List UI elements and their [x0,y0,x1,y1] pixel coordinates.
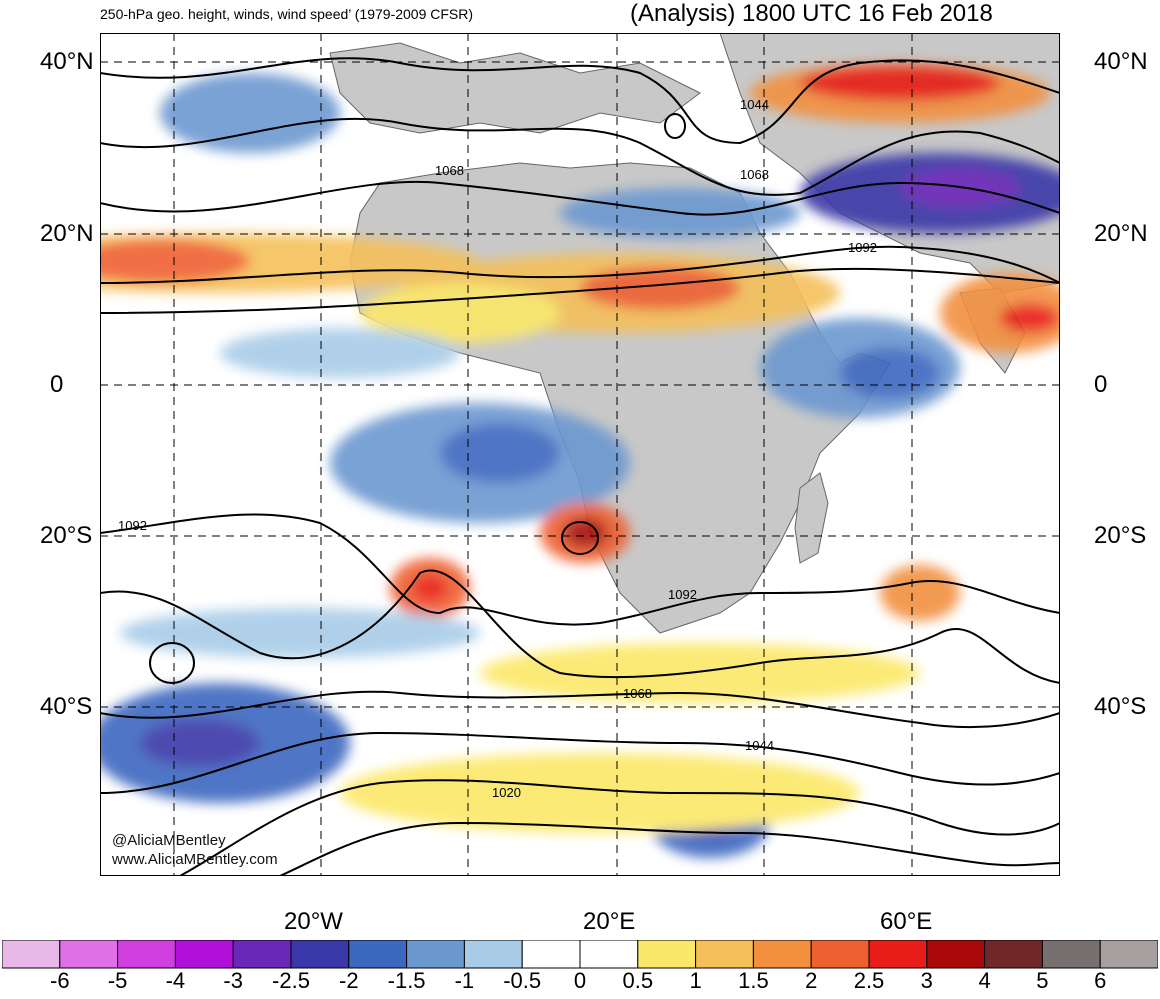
lat-label-40s-left: 40°S [40,693,93,720]
lat-label-40s-right: 40°S [1094,693,1147,720]
colorbar-swatch [1099,940,1158,969]
colorbar-label: 2.5 [853,968,885,993]
colorbar-label: 5 [1036,968,1049,993]
credit-handle: @AliciaMBentley [112,832,226,849]
colorbar-swatch [463,940,523,969]
colorbar-swatch [1041,940,1101,969]
lat-label-20n-left: 20°N [40,220,94,247]
colorbar-swatch [868,940,928,969]
credit-site: www.AliciaMBentley.com [112,851,278,868]
colorbar [2,940,1158,969]
lat-label-40n-right: 40°N [1094,48,1148,75]
lat-lon-grid [100,33,1060,876]
map-frame [100,33,1060,876]
lat-label-20n-right: 20°N [1094,220,1148,247]
colorbar-label: -1.5 [387,968,426,993]
contour-label: 1020 [492,785,521,800]
colorbar-swatch [174,940,234,969]
colorbar-label: -3 [223,968,243,993]
lat-label-40n-left: 40°N [40,48,94,75]
colorbar-label: 4 [978,968,991,993]
madagascar-land [794,472,829,564]
colorbar-label: 2 [805,968,818,993]
contour-label: 1068 [623,686,652,701]
wind-anomaly-shading [100,63,1060,858]
height-contours [100,57,1060,876]
lat-label-20s-left: 20°S [40,522,93,549]
lon-label-20w: 20°W [284,908,343,935]
weather-map: 1044 1068 1068 1092 1092 1092 1068 1044 … [100,33,1060,876]
colorbar-swatch [406,940,465,969]
contour-label: 1044 [740,97,769,112]
colorbar-label: -2 [339,968,359,993]
lat-label-20s-right: 20°S [1094,522,1147,549]
colorbar-label: 0.5 [622,968,654,993]
colorbar-swatch [59,940,119,969]
colorbar-label: -2.5 [272,968,310,993]
colorbar-label: -0.5 [503,968,542,993]
contour-label: 1092 [668,587,697,602]
colorbar-label: 0 [573,968,587,993]
contour-label: 1068 [435,163,464,178]
colorbar-swatch [637,940,697,969]
europe-land [329,42,701,134]
colorbar-swatch [752,940,812,969]
contour-label: 1092 [848,240,877,255]
colorbar-swatch [117,940,176,969]
colorbar-label: 1.5 [738,968,769,993]
lon-label-20e: 20°E [583,908,636,935]
title-right: (Analysis) 1800 UTC 16 Feb 2018 [630,0,993,27]
contour-label: 1044 [745,738,774,753]
lon-label-60e: 60°E [880,908,933,935]
colorbar-label: -4 [165,968,186,993]
lat-label-eq-left: 0 [50,371,64,398]
colorbar-label: -5 [107,968,128,993]
contour-label: 1092 [118,518,147,533]
colorbar-label: -6 [50,968,70,993]
colorbar-label: -1 [454,968,475,993]
colorbar-swatch [521,940,581,969]
colorbar-swatch [695,940,754,969]
colorbar-label: 6 [1094,968,1107,993]
colorbar-swatch [348,940,408,969]
title-left: 250-hPa geo. height, winds, wind speed’ … [100,6,474,22]
lat-label-eq-right: 0 [1094,371,1108,398]
colorbar-label: 1 [689,968,702,993]
colorbar-swatch [810,940,870,969]
colorbar-swatch [984,940,1043,969]
colorbar-swatch [232,940,292,969]
colorbar-label: 3 [920,968,933,993]
contour-labels: 1044 1068 1068 1092 1092 1092 1068 1044 … [118,97,877,800]
colorbar-swatch [926,940,986,969]
colorbar-swatch [290,940,350,969]
colorbar-swatch [2,940,61,969]
contour-label: 1068 [740,167,769,182]
colorbar-swatch [579,940,639,969]
